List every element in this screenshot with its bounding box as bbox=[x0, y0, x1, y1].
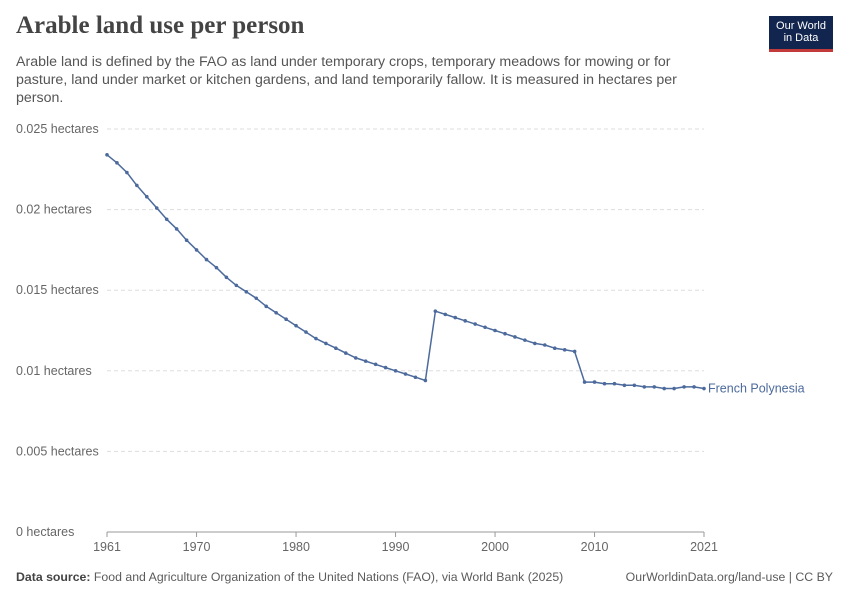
data-point[interactable] bbox=[194, 248, 199, 252]
data-point[interactable] bbox=[543, 343, 547, 347]
data-point[interactable] bbox=[244, 290, 249, 294]
y-axis-labels: 0 hectares 0.005 hectares 0.01 hectares 0.0… bbox=[16, 122, 99, 539]
data-point[interactable] bbox=[174, 227, 179, 231]
grid-lines bbox=[107, 128, 704, 452]
data-point[interactable] bbox=[642, 385, 647, 389]
logo-line-1: Our World bbox=[776, 20, 826, 32]
data-point[interactable] bbox=[274, 310, 278, 315]
data-point[interactable] bbox=[672, 386, 676, 391]
data-point[interactable] bbox=[652, 385, 657, 389]
data-point[interactable] bbox=[702, 386, 706, 391]
x-tick-label: 2010 bbox=[581, 540, 609, 554]
data-point[interactable] bbox=[682, 385, 686, 389]
data-point[interactable] bbox=[403, 372, 408, 376]
data-point[interactable] bbox=[493, 328, 497, 333]
data-point[interactable] bbox=[473, 322, 477, 326]
data-point[interactable] bbox=[533, 341, 537, 346]
data-point[interactable] bbox=[324, 341, 328, 346]
data-point[interactable] bbox=[513, 335, 517, 339]
data-point[interactable] bbox=[154, 206, 159, 210]
data-point[interactable] bbox=[622, 383, 627, 388]
data-point[interactable] bbox=[453, 315, 458, 320]
data-point[interactable] bbox=[224, 275, 229, 280]
data-point[interactable] bbox=[443, 312, 448, 317]
data-point[interactable] bbox=[612, 381, 617, 386]
data-point[interactable] bbox=[552, 346, 557, 351]
data-point[interactable] bbox=[383, 365, 388, 370]
data-point[interactable] bbox=[344, 351, 348, 355]
x-tick-label: 1990 bbox=[382, 540, 410, 554]
owid-logo[interactable]: Our World in Data bbox=[769, 16, 833, 52]
x-axis: 1961 1970 1980 1990 2000 2010 2021 bbox=[93, 531, 718, 554]
y-tick-label: 0.02 hectares bbox=[16, 203, 92, 217]
data-point[interactable] bbox=[632, 383, 637, 388]
data-point[interactable] bbox=[373, 362, 378, 367]
data-point[interactable] bbox=[662, 386, 666, 391]
data-point[interactable] bbox=[692, 385, 696, 389]
data-point[interactable] bbox=[254, 296, 259, 301]
data-point[interactable] bbox=[413, 375, 418, 380]
data-point[interactable] bbox=[363, 359, 368, 363]
data-point[interactable] bbox=[314, 336, 318, 341]
data-point[interactable] bbox=[572, 349, 577, 354]
data-point[interactable] bbox=[294, 323, 298, 328]
data-point[interactable] bbox=[602, 381, 607, 386]
series-layer: French Polynesia bbox=[105, 152, 805, 396]
data-point[interactable] bbox=[145, 194, 149, 199]
chart-subtitle: Arable land is defined by the FAO as lan… bbox=[16, 54, 677, 106]
y-tick-label: 0.005 hectares bbox=[16, 444, 99, 458]
data-point[interactable] bbox=[393, 369, 398, 373]
data-point[interactable] bbox=[204, 257, 209, 262]
y-tick-label: 0.025 hectares bbox=[16, 122, 99, 136]
data-point[interactable] bbox=[284, 317, 288, 322]
data-point[interactable] bbox=[135, 183, 139, 188]
data-point[interactable] bbox=[334, 346, 338, 351]
series-label[interactable]: French Polynesia bbox=[708, 382, 805, 396]
x-tick-label: 1961 bbox=[93, 540, 121, 554]
data-point[interactable] bbox=[582, 380, 587, 384]
footer-link[interactable]: OurWorldinData.org/land-use | CC BY bbox=[625, 570, 833, 584]
data-point[interactable] bbox=[115, 161, 119, 165]
y-tick-label: 0.015 hectares bbox=[16, 283, 99, 297]
x-tick-label: 1980 bbox=[282, 540, 310, 554]
logo-line-2: in Data bbox=[783, 32, 819, 44]
data-point[interactable] bbox=[184, 238, 189, 243]
data-point[interactable] bbox=[304, 330, 308, 334]
data-point[interactable] bbox=[125, 170, 129, 175]
data-source-label: Data source: bbox=[16, 570, 91, 584]
x-tick-label: 1970 bbox=[183, 540, 211, 554]
chart-title: Arable land use per person bbox=[16, 12, 305, 39]
data-point[interactable] bbox=[463, 319, 468, 323]
data-point[interactable] bbox=[214, 265, 219, 270]
data-point[interactable] bbox=[264, 304, 269, 309]
data-point[interactable] bbox=[592, 380, 597, 384]
data-point[interactable] bbox=[562, 348, 567, 352]
x-tick-label: 2021 bbox=[690, 540, 718, 554]
data-point[interactable] bbox=[503, 331, 507, 336]
data-source-text: Food and Agriculture Organization of the… bbox=[93, 570, 564, 584]
data-point[interactable] bbox=[483, 325, 487, 330]
data-point[interactable] bbox=[105, 152, 109, 157]
series-line[interactable] bbox=[106, 154, 705, 390]
data-point[interactable] bbox=[164, 217, 169, 222]
y-tick-label: 0 hectares bbox=[16, 525, 74, 539]
y-tick-label: 0.01 hectares bbox=[16, 364, 92, 378]
data-point[interactable] bbox=[523, 338, 527, 342]
data-point[interactable] bbox=[353, 356, 358, 360]
data-point[interactable] bbox=[234, 283, 239, 288]
x-tick-label: 2000 bbox=[481, 540, 509, 554]
data-source: Data source: Food and Agriculture Organi… bbox=[16, 570, 563, 584]
data-point[interactable] bbox=[433, 309, 438, 313]
data-point[interactable] bbox=[423, 378, 428, 383]
